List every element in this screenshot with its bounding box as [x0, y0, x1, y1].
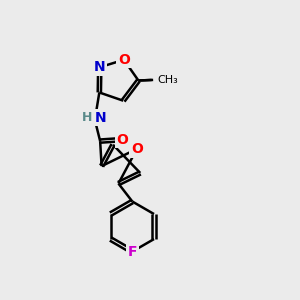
Text: N: N: [94, 60, 106, 74]
Text: H: H: [81, 111, 92, 124]
Text: O: O: [131, 142, 143, 156]
Text: CH₃: CH₃: [158, 75, 178, 85]
Text: N: N: [94, 110, 106, 124]
Text: F: F: [128, 244, 137, 259]
Text: O: O: [118, 53, 130, 67]
Text: O: O: [116, 133, 128, 147]
